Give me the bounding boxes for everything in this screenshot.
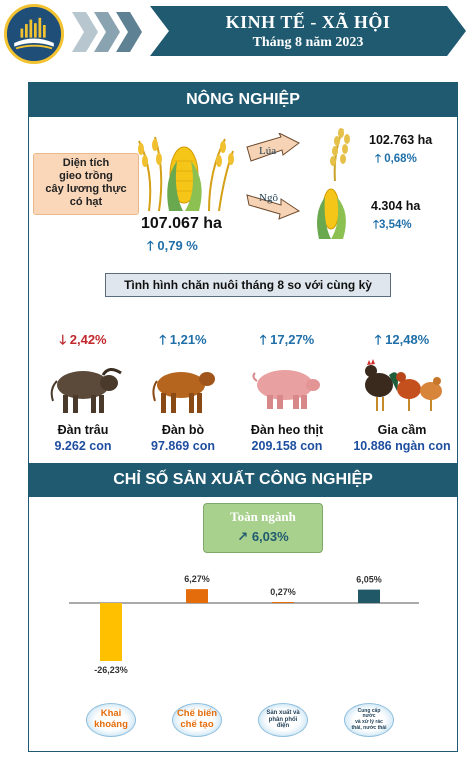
arrow-down-icon: 🡓 bbox=[59, 332, 70, 347]
cow-count: 97.869 con bbox=[151, 439, 215, 453]
chart-value-label: 6,27% bbox=[184, 574, 210, 584]
livestock-item-cow: 🡑 1,21% Đàn bò 97.869 con bbox=[133, 331, 233, 453]
industry-total-box: Toàn ngành ↗ 6,03% bbox=[203, 503, 323, 553]
chart-category-label: Chế biến chế tạo bbox=[172, 703, 222, 737]
industry-total-label: Toàn ngành bbox=[230, 509, 296, 524]
agriculture-section-title: NÔNG NGHIỆP bbox=[29, 83, 457, 117]
area-label-line: cây lương thực bbox=[45, 183, 127, 195]
chart-bar bbox=[100, 603, 122, 661]
cow-name: Đàn bò bbox=[161, 423, 205, 437]
corn-icon bbox=[305, 183, 355, 246]
arrow-up-icon: ↗ bbox=[237, 529, 252, 544]
poultry-name: Gia cầm bbox=[377, 423, 427, 437]
content-frame: NÔNG NGHIỆP Diện tích gieo trồng cây lươ… bbox=[28, 82, 458, 752]
buffalo-change: 🡓 2,42% bbox=[59, 332, 107, 347]
area-label-line: Diện tích bbox=[62, 157, 110, 169]
arrow-up-icon: 🡑 bbox=[259, 332, 271, 347]
chart-category-label: Cung cấp nước và xử lý rác thải, nước thải bbox=[344, 703, 394, 737]
rice-arrow-icon bbox=[245, 133, 301, 167]
livestock-item-pig: 🡑 17,27% Đàn heo thịt 209.158 con bbox=[237, 331, 337, 453]
chart-bar bbox=[358, 589, 380, 603]
pig-name: Đàn heo thịt bbox=[250, 423, 324, 437]
industry-total-value: ↗ 6,03% bbox=[237, 529, 289, 544]
livestock-title: Tình hình chăn nuôi tháng 8 so với cùng … bbox=[105, 273, 391, 297]
chart-value-label: 0,27% bbox=[270, 587, 296, 597]
area-total-value: 107.067 ha bbox=[141, 215, 222, 232]
rice-area-value: 102.763 ha bbox=[369, 133, 433, 147]
area-label-box: Diện tích gieo trồng cây lương thực có h… bbox=[33, 153, 139, 215]
chart-category-label: Sản xuất và phân phối điện bbox=[258, 703, 308, 737]
chart-value-label: 6,05% bbox=[356, 575, 382, 585]
buffalo-name: Đàn trâu bbox=[57, 423, 109, 437]
livestock-item-poultry: 🡑 12,48% Gia cầm 10.886 ngàn con bbox=[347, 331, 457, 453]
chart-category-label: Khai khoáng bbox=[86, 703, 136, 737]
area-total-change: 🡑 0,79 % bbox=[147, 238, 198, 253]
chart-bar bbox=[186, 589, 208, 603]
area-label-line: gieo trồng bbox=[59, 170, 113, 182]
livestock-item-buffalo: 🡓 2,42% Đàn trâu 9.262 con bbox=[33, 331, 133, 453]
corn-arrow-icon bbox=[245, 187, 301, 221]
page-title: KINH TẾ - XÃ HỘI bbox=[225, 12, 391, 32]
header-banner: KINH TẾ - XÃ HỘI Tháng 8 năm 2023 bbox=[150, 6, 466, 56]
industry-bar-chart: -26,23% 6,27% 0,27% 6,05% bbox=[69, 574, 419, 675]
rice-icon bbox=[313, 123, 357, 186]
corn-area-change: 🡑3,54% bbox=[373, 219, 412, 231]
cow-change: 🡑 1,21% bbox=[159, 332, 207, 347]
buffalo-icon bbox=[33, 355, 133, 417]
industry-section-title: CHỈ SỐ SẢN XUẤT CÔNG NGHIỆP bbox=[29, 463, 457, 497]
pig-icon bbox=[237, 355, 337, 417]
grain-icon bbox=[129, 131, 239, 220]
arrow-up-icon: 🡑 bbox=[147, 238, 158, 253]
gso-logo bbox=[4, 4, 64, 64]
arrow-up-icon: 🡑 bbox=[373, 219, 379, 231]
cow-icon bbox=[133, 355, 233, 417]
header-chevrons bbox=[72, 12, 152, 52]
page-subtitle: Tháng 8 năm 2023 bbox=[252, 35, 364, 50]
pig-change: 🡑 17,27% bbox=[259, 332, 315, 347]
arrow-up-icon: 🡑 bbox=[375, 153, 385, 165]
chart-bar bbox=[272, 602, 294, 603]
poultry-icon bbox=[347, 355, 457, 417]
rice-area-change: 🡑 0,68% bbox=[375, 153, 417, 165]
chart-value-label: -26,23% bbox=[94, 665, 128, 675]
poultry-change: 🡑 12,48% bbox=[374, 332, 430, 347]
corn-area-value: 4.304 ha bbox=[371, 199, 421, 213]
buffalo-count: 9.262 con bbox=[54, 439, 112, 453]
corn-label: Ngô bbox=[259, 192, 278, 204]
arrow-up-icon: 🡑 bbox=[374, 332, 386, 347]
pig-count: 209.158 con bbox=[251, 439, 323, 453]
poultry-count: 10.886 ngàn con bbox=[353, 439, 451, 453]
arrow-up-icon: 🡑 bbox=[159, 332, 170, 347]
area-label-line: có hạt bbox=[69, 196, 103, 208]
rice-label: Lúa bbox=[259, 145, 277, 157]
